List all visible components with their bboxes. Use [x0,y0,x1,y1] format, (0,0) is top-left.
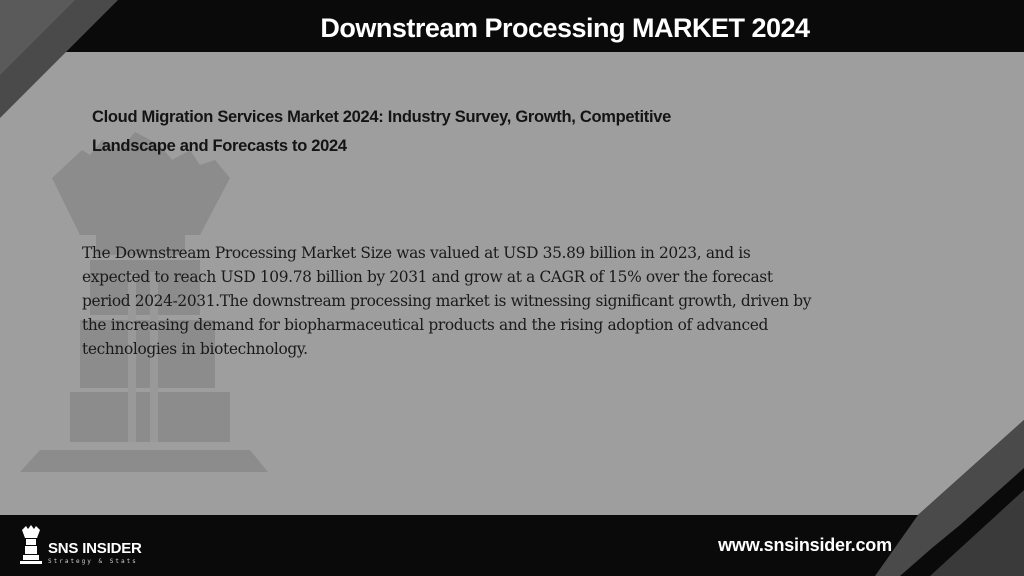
report-subtitle: Cloud Migration Services Market 2024: In… [92,103,732,161]
page-title: Downstream Processing MARKET 2024 [320,13,810,43]
brand-tagline: Strategy & Stats [48,558,138,565]
bottom-right-stripe [875,420,1024,576]
sns-rook-logo-icon [20,525,42,564]
bottom-bar [0,420,1024,576]
market-summary-paragraph: The Downstream Processing Market Size wa… [82,244,812,358]
top-left-stripe-inner [0,0,75,75]
top-bar [0,0,1024,112]
subtitle-line-1: Cloud Migration Services Market 2024: In… [92,108,671,126]
bottom-right-stripe-inner [930,490,1024,576]
brand-name: SNS INSIDER [48,540,142,557]
sns-insider-logo: SNS INSIDER Strategy & Stats [18,522,168,568]
website-link[interactable]: www.snsinsider.com [718,535,892,555]
subtitle-line-2: Landscape and Forecasts to 2024 [92,137,347,155]
rook-watermark-icon [20,132,268,472]
